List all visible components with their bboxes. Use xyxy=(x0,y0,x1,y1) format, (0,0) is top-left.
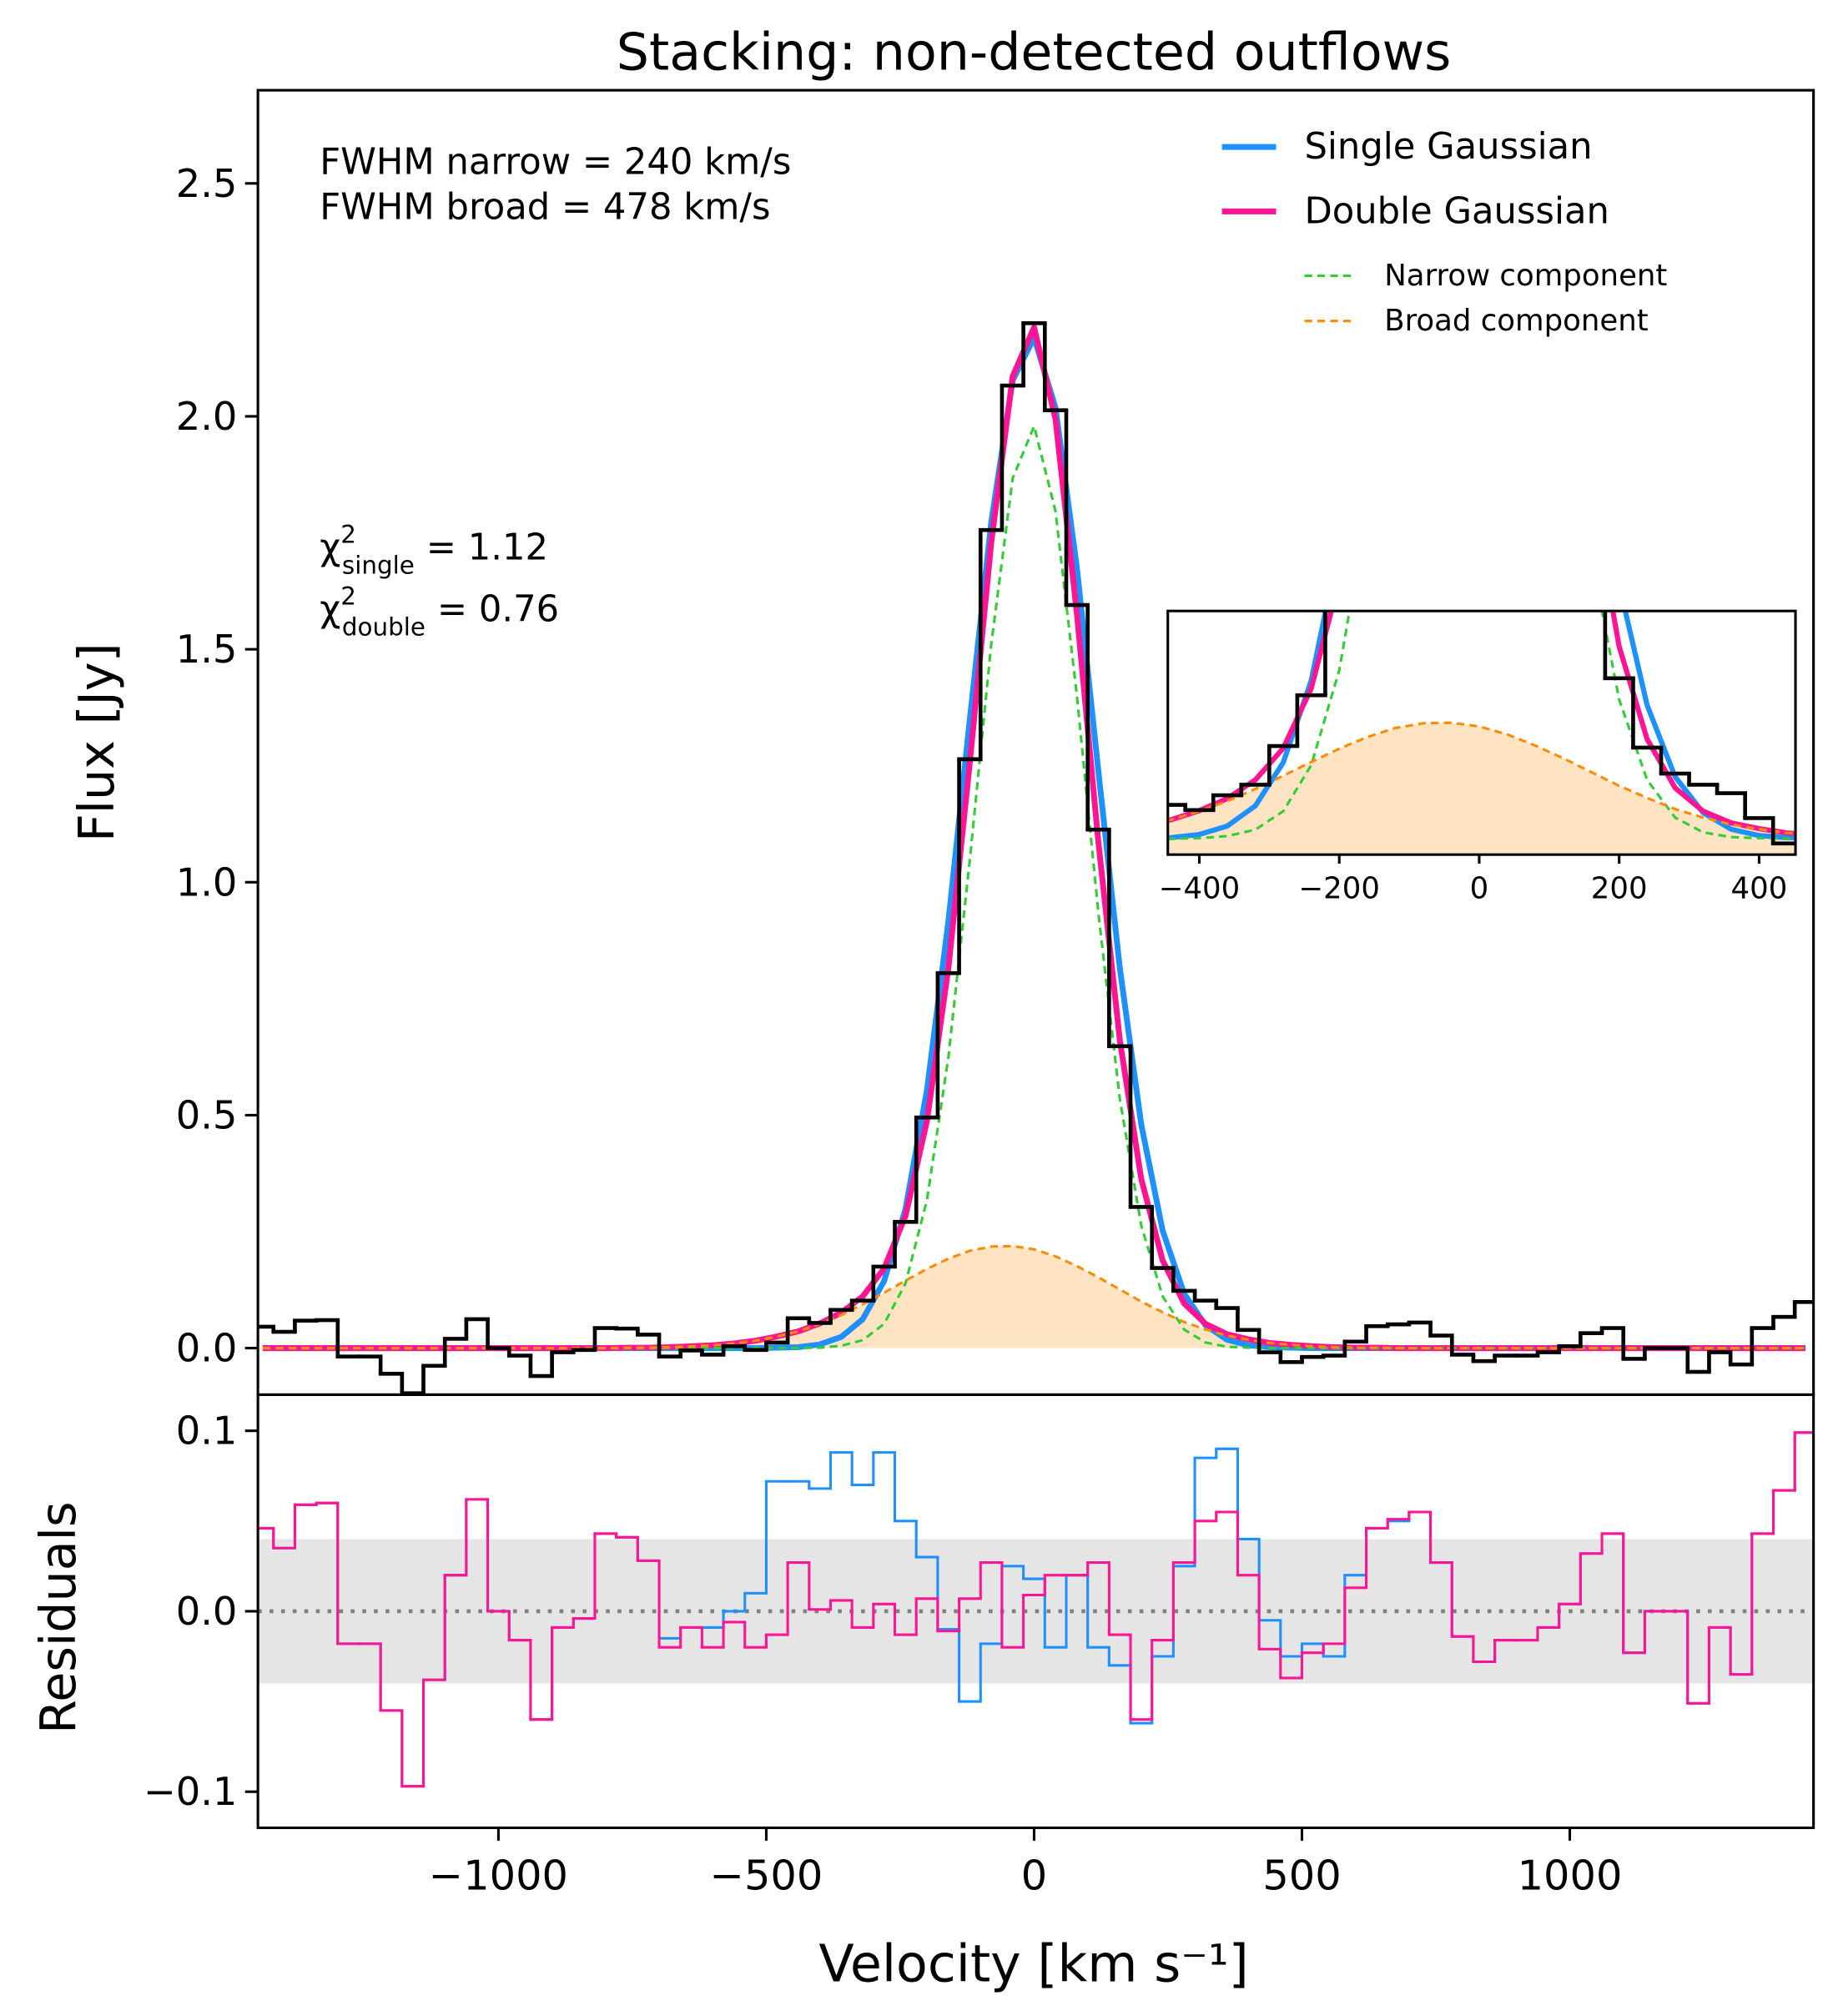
y-tick-label: 0.0 xyxy=(176,1326,238,1371)
x-tick-label: 200 xyxy=(1591,872,1648,906)
x-tick-label: −200 xyxy=(1298,872,1380,906)
annotation-sub: double xyxy=(342,613,426,642)
y-axis-label: Residuals xyxy=(30,1501,87,1733)
plot-area xyxy=(258,1431,1814,1788)
x-tick-label: 500 xyxy=(1262,1852,1341,1900)
axes-frame xyxy=(1166,609,1797,856)
legend-label: Double Gaussian xyxy=(1304,190,1609,232)
fit-line xyxy=(262,324,1806,1352)
y-axis-label: Flux [Jy] xyxy=(68,643,125,842)
legend-label: Broad component xyxy=(1384,304,1649,338)
y-tick-label: −0.1 xyxy=(144,1769,238,1814)
y-tick-label: 0.0 xyxy=(176,1589,238,1634)
x-tick-label: 1000 xyxy=(1518,1852,1623,1900)
annotation: χ2 double = 0.76 xyxy=(320,582,559,641)
annotation-symbol: χ xyxy=(320,527,340,568)
x-tick-label: −500 xyxy=(710,1852,823,1900)
x-tick-label: 400 xyxy=(1731,872,1788,906)
annotation-text: = 0.76 xyxy=(437,589,559,631)
y-tick-label: 1.5 xyxy=(176,627,238,672)
annotation-symbol: χ xyxy=(320,589,340,631)
annotation-sup: 2 xyxy=(340,582,356,610)
inset-plot-area xyxy=(1167,611,1796,855)
annotation-sub: single xyxy=(342,551,415,579)
x-tick-label: 0 xyxy=(1021,1852,1047,1900)
annotation: χ2 single = 1.12 xyxy=(320,520,548,579)
legend-label: Single Gaussian xyxy=(1304,126,1592,168)
y-tick-label: 2.0 xyxy=(176,394,238,439)
annotation: FWHM broad = 478 km/s xyxy=(320,187,770,229)
legend-label: Narrow component xyxy=(1384,259,1667,293)
x-tick-label: −400 xyxy=(1159,872,1241,906)
y-tick-label: 1.0 xyxy=(176,859,238,905)
area-fill xyxy=(262,1246,1806,1348)
x-axis-label: Velocity [km s⁻¹] xyxy=(818,1933,1248,1993)
x-tick-label: 0 xyxy=(1470,872,1489,906)
y-tick-label: 2.5 xyxy=(176,161,238,206)
plot-area xyxy=(258,320,1814,1395)
chart-title: Stacking: non-detected outflows xyxy=(617,22,1452,82)
component-line xyxy=(262,1244,1806,1350)
annotation-sup: 2 xyxy=(340,520,356,548)
annotation-text: = 1.12 xyxy=(426,527,548,568)
x-tick-label: −1000 xyxy=(429,1852,568,1900)
y-tick-label: 0.5 xyxy=(176,1092,238,1137)
y-tick-label: 0.1 xyxy=(176,1409,238,1454)
annotation: FWHM narrow = 240 km/s xyxy=(320,142,791,184)
